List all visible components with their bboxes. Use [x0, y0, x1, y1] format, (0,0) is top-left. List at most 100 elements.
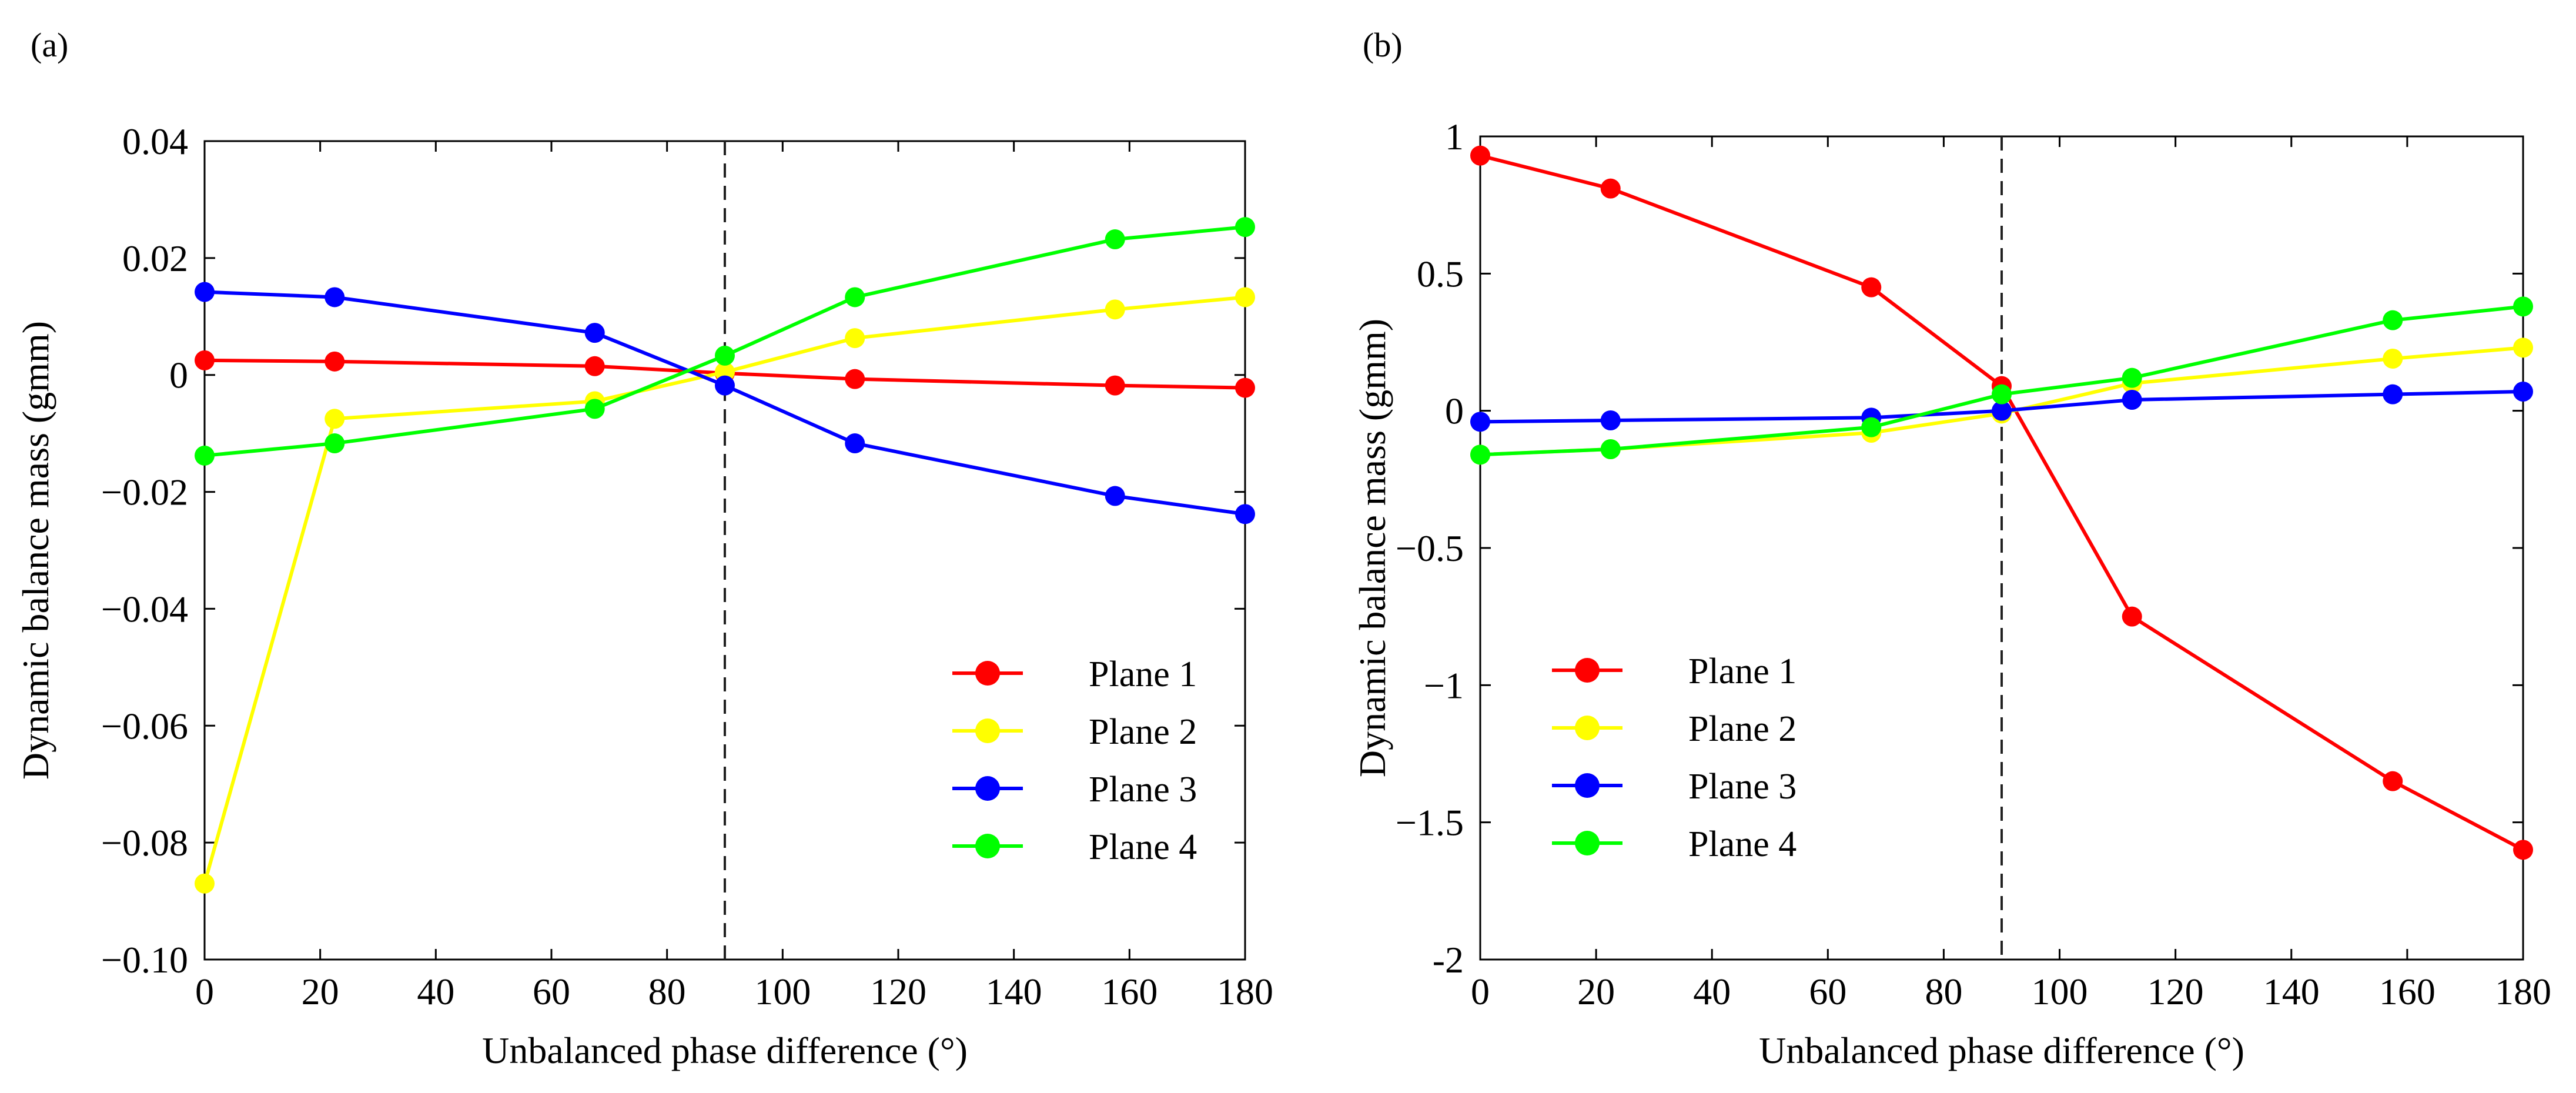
x-tick-label: 40 — [1693, 971, 1731, 1012]
legend-label: Plane 3 — [1688, 767, 1796, 807]
legend-swatch-marker — [1575, 658, 1600, 683]
data-point — [1105, 299, 1125, 320]
data-point — [2122, 390, 2142, 410]
y-tick-label: −1 — [1424, 664, 1464, 706]
data-point — [2122, 367, 2142, 388]
legend-item: Plane 2 — [1552, 709, 1796, 749]
data-point — [324, 351, 345, 372]
data-point — [195, 445, 215, 466]
data-point — [2513, 337, 2533, 358]
series-plane-4 — [195, 217, 1255, 466]
data-point — [845, 433, 865, 454]
data-point — [324, 287, 345, 307]
data-point — [2383, 349, 2403, 369]
x-tick-label: 0 — [1471, 971, 1490, 1012]
y-tick-label: 0.02 — [122, 238, 188, 279]
legend-label: Plane 4 — [1089, 827, 1197, 867]
data-point — [1470, 412, 1490, 432]
x-tick-label: 20 — [302, 971, 339, 1012]
legend-item: Plane 3 — [1552, 767, 1796, 807]
legend-label: Plane 3 — [1089, 770, 1197, 810]
data-point — [2122, 606, 2142, 627]
y-tick-label: 0.5 — [1417, 253, 1464, 295]
x-tick-label: 120 — [870, 971, 926, 1012]
legend-label: Plane 1 — [1688, 651, 1796, 691]
x-tick-label: 180 — [2495, 971, 2551, 1012]
x-axis-title: Unbalanced phase difference (°) — [482, 1030, 968, 1071]
data-point — [1105, 229, 1125, 250]
y-tick-label: -2 — [1433, 939, 1464, 981]
chart-panel-b: (b) 0 20 40 60 80 100 120 140 160 180 1 0.5 0 −0.5 −1 −1… — [1351, 26, 2551, 1071]
data-point — [845, 369, 865, 389]
data-point — [715, 345, 735, 366]
panel-label: (a) — [31, 26, 68, 64]
data-point — [2383, 384, 2403, 405]
data-point — [584, 399, 605, 419]
x-tick-label: 180 — [1217, 971, 1273, 1012]
legend-item: Plane 1 — [1552, 651, 1796, 691]
legend-swatch-marker — [1575, 716, 1600, 740]
data-point — [1861, 277, 1882, 298]
x-tick-label: 160 — [1101, 971, 1157, 1012]
data-point — [1600, 178, 1621, 199]
x-tick-label: 20 — [1577, 971, 1615, 1012]
legend-label: Plane 1 — [1089, 654, 1197, 694]
data-point — [1235, 504, 1255, 524]
data-point — [1600, 410, 1621, 430]
data-point — [2513, 382, 2533, 402]
x-tick-label: 140 — [986, 971, 1042, 1012]
data-point — [195, 282, 215, 302]
legend: Plane 1 Plane 2 Plane 3 Plane 4 — [952, 654, 1197, 867]
legend-swatch-marker — [975, 718, 1000, 743]
x-tick-label: 80 — [1925, 971, 1962, 1012]
data-point — [195, 350, 215, 370]
series-plane-2 — [195, 287, 1255, 894]
y-tick-label: −0.06 — [101, 705, 188, 747]
y-tick-label: −0.5 — [1396, 527, 1464, 569]
data-point — [1992, 384, 2012, 405]
legend-label: Plane 2 — [1688, 709, 1796, 749]
x-tick-label: 40 — [417, 971, 454, 1012]
legend-label: Plane 4 — [1688, 824, 1796, 864]
legend-swatch-marker — [975, 661, 1000, 686]
data-point — [1105, 375, 1125, 396]
data-point — [584, 356, 605, 376]
data-point — [715, 375, 735, 396]
data-point — [2383, 310, 2403, 330]
data-point — [584, 323, 605, 343]
chart-panel-a: (a) 0 20 40 60 80 100 120 140 160 180 0.04 0.02 0 −0.0… — [15, 26, 1273, 1071]
legend-swatch-marker — [1575, 831, 1600, 855]
x-tick-label: 100 — [2032, 971, 2088, 1012]
x-tick-label: 140 — [2263, 971, 2320, 1012]
data-point — [1235, 217, 1255, 238]
y-tick-label: −0.02 — [101, 472, 188, 513]
data-point — [845, 287, 865, 307]
data-point — [2513, 840, 2533, 860]
legend-item: Plane 2 — [952, 712, 1197, 752]
data-point — [1235, 287, 1255, 307]
x-tick-label: 60 — [1809, 971, 1846, 1012]
data-point — [1992, 400, 2012, 421]
x-tick-label: 60 — [533, 971, 570, 1012]
y-axis-title: Dynamic balance mass (gmm) — [15, 321, 56, 780]
legend-item: Plane 1 — [952, 654, 1197, 694]
legend-swatch-marker — [975, 776, 1000, 801]
data-point — [1235, 377, 1255, 398]
x-tick-label: 100 — [754, 971, 811, 1012]
data-point — [1105, 486, 1125, 506]
y-tick-label: −0.10 — [101, 939, 188, 981]
x-tick-label: 80 — [648, 971, 686, 1012]
data-point — [324, 409, 345, 429]
data-point — [1470, 145, 1490, 166]
legend-swatch-marker — [975, 834, 1000, 858]
y-tick-label: −1.5 — [1396, 802, 1464, 844]
x-tick-label: 120 — [2147, 971, 2204, 1012]
y-tick-label: 0 — [169, 355, 188, 396]
data-point — [845, 328, 865, 349]
legend-item: Plane 3 — [952, 770, 1197, 810]
data-point — [1600, 439, 1621, 459]
data-point — [1470, 444, 1490, 465]
data-point — [1861, 417, 1882, 437]
series-plane-4 — [1470, 296, 2533, 465]
